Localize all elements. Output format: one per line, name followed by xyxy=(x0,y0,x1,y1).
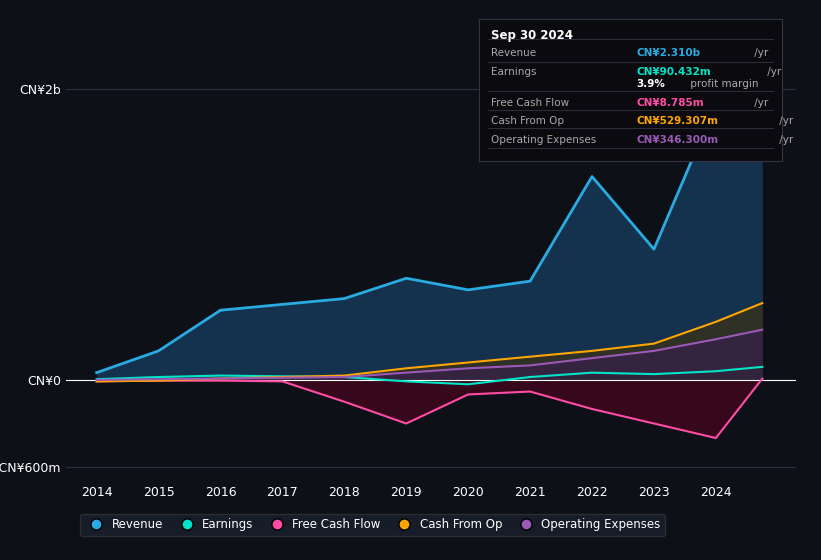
Text: Operating Expenses: Operating Expenses xyxy=(491,134,596,144)
Text: Cash From Op: Cash From Op xyxy=(491,116,564,126)
Text: Revenue: Revenue xyxy=(491,48,536,58)
Text: /yr: /yr xyxy=(764,67,781,77)
Text: /yr: /yr xyxy=(751,98,768,108)
Text: CN¥346.300m: CN¥346.300m xyxy=(636,134,718,144)
Text: /yr: /yr xyxy=(777,134,794,144)
Text: profit margin: profit margin xyxy=(687,80,759,90)
Text: /yr: /yr xyxy=(777,116,794,126)
Text: 3.9%: 3.9% xyxy=(636,80,665,90)
Text: CN¥90.432m: CN¥90.432m xyxy=(636,67,711,77)
Text: Free Cash Flow: Free Cash Flow xyxy=(491,98,569,108)
Legend: Revenue, Earnings, Free Cash Flow, Cash From Op, Operating Expenses: Revenue, Earnings, Free Cash Flow, Cash … xyxy=(80,514,665,536)
Text: Sep 30 2024: Sep 30 2024 xyxy=(491,29,573,42)
Text: Earnings: Earnings xyxy=(491,67,536,77)
Text: /yr: /yr xyxy=(751,48,768,58)
Text: CN¥8.785m: CN¥8.785m xyxy=(636,98,704,108)
Text: CN¥529.307m: CN¥529.307m xyxy=(636,116,718,126)
Text: CN¥2.310b: CN¥2.310b xyxy=(636,48,700,58)
